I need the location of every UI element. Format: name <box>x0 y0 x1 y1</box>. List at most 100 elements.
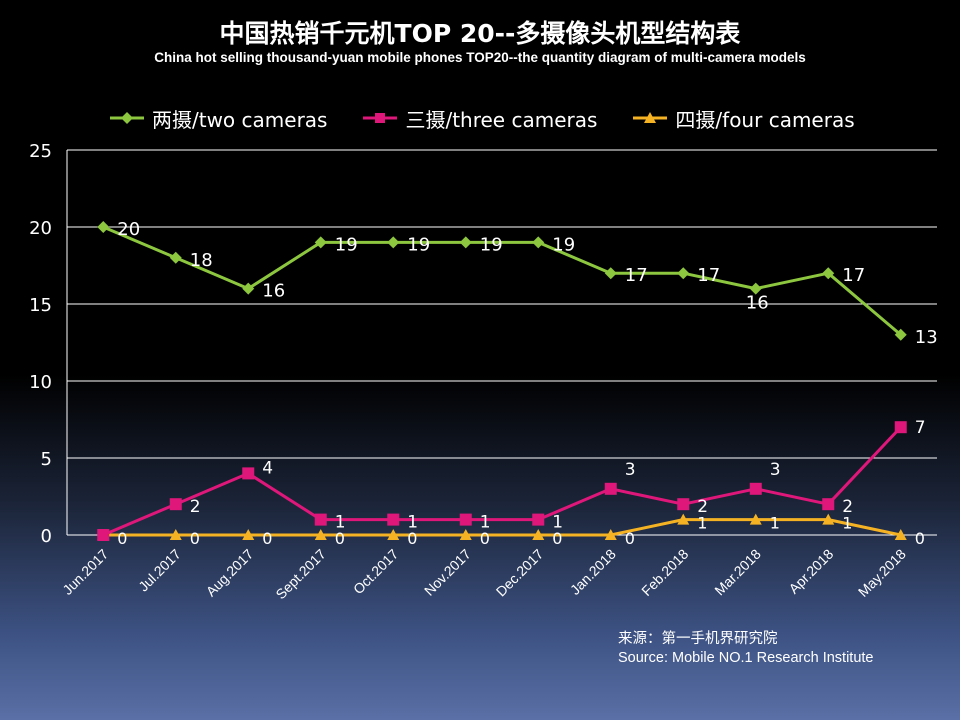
data-label-two: 16 <box>746 293 769 314</box>
chart-title: 中国热销千元机TOP 20--多摄像头机型结构表 <box>219 19 741 48</box>
data-point-triangle <box>387 529 400 540</box>
data-point-diamond <box>314 236 327 249</box>
data-label-four: 1 <box>842 514 852 533</box>
legend-diamond-marker-icon <box>110 112 144 124</box>
x-tick-label: Oct.2017 <box>350 546 402 598</box>
data-label-two: 18 <box>190 250 213 271</box>
x-tick-label: Aug.2017 <box>203 546 257 600</box>
data-point-triangle <box>894 529 907 540</box>
data-label-four: 0 <box>335 529 345 548</box>
series-line-four <box>103 518 902 537</box>
data-point-square <box>604 482 617 495</box>
data-point-square <box>242 467 255 480</box>
data-point-square <box>314 513 327 526</box>
data-label-four: 0 <box>552 529 562 548</box>
data-label-four: 0 <box>480 529 490 548</box>
data-label-two: 19 <box>407 234 430 255</box>
data-label-two: 19 <box>480 234 503 255</box>
data-point-diamond <box>677 267 690 280</box>
data-point-diamond <box>97 221 110 233</box>
chart-subtitle: China hot selling thousand-yuan mobile p… <box>154 50 806 65</box>
data-point-square <box>822 498 835 511</box>
legend-item-three-cameras: 三摄/three cameras <box>363 104 597 133</box>
data-label-four: 1 <box>770 514 780 533</box>
x-tick-label: Apr.2018 <box>785 546 836 597</box>
data-point-triangle <box>459 529 472 540</box>
data-label-four: 0 <box>117 529 127 548</box>
data-label-four: 0 <box>625 529 635 548</box>
data-point-square <box>749 482 762 495</box>
data-point-triangle <box>604 529 617 540</box>
data-label-three: 7 <box>915 418 926 438</box>
x-tick-label: Dec.2017 <box>493 546 547 600</box>
data-point-diamond <box>894 328 907 341</box>
legend-item-two-cameras: 两摄/two cameras <box>110 104 327 133</box>
data-point-triangle <box>169 529 182 540</box>
legend-triangle-marker-icon <box>633 112 668 123</box>
data-label-three: 1 <box>335 513 346 533</box>
legend-item-four-cameras: 四摄/four cameras <box>633 104 855 133</box>
x-tick-label: Jul.2017 <box>135 546 184 595</box>
data-point-square <box>97 529 110 541</box>
data-label-four: 0 <box>190 529 200 548</box>
data-point-triangle <box>314 529 327 540</box>
data-label-three: 1 <box>407 513 418 533</box>
source-line-chinese: 来源：第一手机界研究院 <box>618 631 778 647</box>
y-tick-label: 0 <box>41 526 52 547</box>
legend-label-two-cameras: 两摄/two cameras <box>152 107 328 132</box>
data-point-diamond <box>387 236 400 249</box>
data-point-diamond <box>242 282 255 295</box>
data-point-diamond <box>169 251 182 264</box>
data-point-diamond <box>459 236 472 249</box>
x-tick-label: May.2018 <box>855 546 909 600</box>
data-point-triangle <box>677 513 690 525</box>
y-tick-label: 5 <box>41 449 52 470</box>
data-point-triangle <box>532 529 545 540</box>
data-point-diamond <box>604 267 617 280</box>
data-label-two: 13 <box>915 327 938 348</box>
data-label-three: 3 <box>770 460 781 480</box>
series-line-two <box>102 225 902 336</box>
data-point-square <box>459 513 472 526</box>
source-note: 来源：第一手机界研究院 Source: Mobile NO.1 Research… <box>618 630 873 668</box>
legend-label-three-cameras: 三摄/three cameras <box>405 107 598 132</box>
data-label-two: 19 <box>552 234 575 255</box>
data-point-triangle <box>822 513 835 525</box>
y-tick-label: 20 <box>29 218 52 239</box>
data-point-square <box>387 513 400 526</box>
data-label-three: 4 <box>262 458 273 478</box>
data-label-three: 2 <box>842 497 853 517</box>
data-label-four: 0 <box>915 529 925 548</box>
data-point-triangle <box>242 529 255 540</box>
x-tick-label: Nov.2017 <box>421 546 474 599</box>
data-label-three: 3 <box>625 460 636 480</box>
data-label-three: 1 <box>480 513 491 533</box>
data-label-two: 20 <box>117 219 140 240</box>
x-tick-label: Sept.2017 <box>272 546 329 603</box>
data-label-four: 0 <box>407 529 417 548</box>
legend: 两摄/two cameras 三摄/three cameras 四摄/four … <box>110 104 891 132</box>
data-point-square <box>894 421 907 434</box>
data-point-triangle <box>749 513 762 525</box>
data-label-three: 1 <box>552 513 563 533</box>
series-line-three <box>102 426 902 537</box>
x-tick-label: Mar.2018 <box>711 546 764 599</box>
data-label-two: 17 <box>842 265 865 286</box>
data-label-two: 17 <box>697 265 720 286</box>
data-point-diamond <box>532 236 545 249</box>
data-point-diamond <box>822 267 835 280</box>
data-label-two: 16 <box>262 281 285 302</box>
source-line-english: Source: Mobile NO.1 Research Institute <box>618 650 874 666</box>
data-label-two: 17 <box>625 265 648 286</box>
x-tick-label: Jan.2018 <box>567 546 619 598</box>
data-point-square <box>169 498 182 511</box>
y-tick-label: 10 <box>29 372 52 393</box>
data-label-two: 19 <box>335 234 358 255</box>
data-point-square <box>532 513 545 526</box>
data-label-four: 0 <box>262 529 272 548</box>
y-tick-label: 15 <box>29 295 52 316</box>
data-point-diamond <box>749 282 762 295</box>
data-point-square <box>677 498 690 511</box>
x-tick-label: Jun.2017 <box>59 546 111 598</box>
